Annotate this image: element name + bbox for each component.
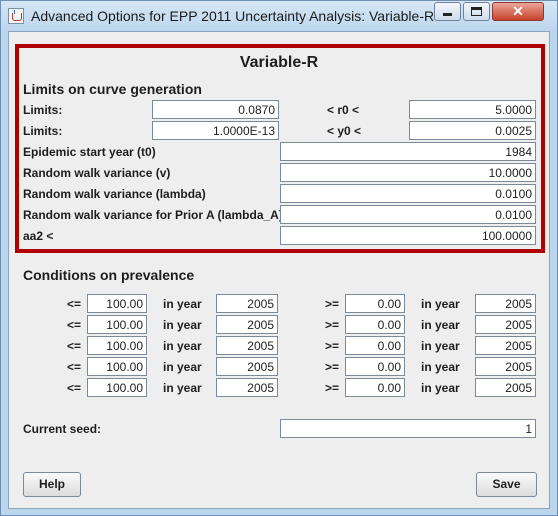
le-value-input[interactable] xyxy=(87,357,147,376)
window-title: Advanced Options for EPP 2011 Uncertaint… xyxy=(31,8,435,24)
le-label: <= xyxy=(67,297,82,311)
ge-year-input[interactable] xyxy=(475,378,536,397)
maximize-icon xyxy=(471,7,482,16)
le-year-input[interactable] xyxy=(216,336,278,355)
le-label: <= xyxy=(67,318,82,332)
le-label: <= xyxy=(67,360,82,374)
ge-value-input[interactable] xyxy=(345,378,405,397)
le-year-label: in year xyxy=(163,318,202,332)
le-year-input[interactable] xyxy=(216,294,278,313)
r0-symbol-label: < r0 < xyxy=(327,103,360,117)
rw-variance-lambda-label: Random walk variance (lambda) xyxy=(23,187,206,201)
limits-r0-label: Limits: xyxy=(23,103,63,117)
close-button[interactable]: ✕ xyxy=(492,2,544,21)
rw-variance-v-input[interactable] xyxy=(280,163,536,182)
maximize-button[interactable] xyxy=(463,2,490,21)
rw-variance-v-label: Random walk variance (v) xyxy=(23,166,171,180)
variable-r-highlight-box xyxy=(15,44,545,253)
help-button[interactable]: Help xyxy=(23,472,81,497)
ge-year-label: in year xyxy=(421,381,460,395)
le-value-input[interactable] xyxy=(87,294,147,313)
le-label: <= xyxy=(67,339,82,353)
ge-year-input[interactable] xyxy=(475,357,536,376)
r0-lower-input[interactable] xyxy=(152,100,279,119)
dialog-content: Variable-R Limits on curve generation Li… xyxy=(8,31,550,509)
y0-lower-input[interactable] xyxy=(152,121,279,140)
title-bar[interactable]: Advanced Options for EPP 2011 Uncertaint… xyxy=(1,1,557,31)
ge-label: >= xyxy=(325,318,340,332)
minimize-button[interactable] xyxy=(434,2,461,21)
java-app-icon xyxy=(8,8,24,24)
le-value-input[interactable] xyxy=(87,336,147,355)
le-year-label: in year xyxy=(163,360,202,374)
le-year-input[interactable] xyxy=(216,315,278,334)
ge-year-label: in year xyxy=(421,360,460,374)
ge-year-label: in year xyxy=(421,297,460,311)
prevalence-heading: Conditions on prevalence xyxy=(23,267,195,283)
le-value-input[interactable] xyxy=(87,378,147,397)
epidemic-start-year-label: Epidemic start year (t0) xyxy=(23,145,156,159)
aa2-label: aa2 < xyxy=(23,229,54,243)
r0-upper-input[interactable] xyxy=(409,100,536,119)
rw-variance-prior-a-label: Random walk variance for Prior A (lambda… xyxy=(23,208,283,222)
current-seed-input[interactable] xyxy=(280,419,536,438)
curve-generation-heading: Limits on curve generation xyxy=(23,81,202,97)
le-label: <= xyxy=(67,381,82,395)
y0-symbol-label: < y0 < xyxy=(327,124,362,138)
le-year-label: in year xyxy=(163,381,202,395)
le-year-label: in year xyxy=(163,297,202,311)
ge-year-label: in year xyxy=(421,318,460,332)
ge-year-input[interactable] xyxy=(475,294,536,313)
aa2-input[interactable] xyxy=(280,226,536,245)
le-year-input[interactable] xyxy=(216,357,278,376)
ge-value-input[interactable] xyxy=(345,315,405,334)
ge-value-input[interactable] xyxy=(345,336,405,355)
ge-label: >= xyxy=(325,297,340,311)
ge-value-input[interactable] xyxy=(345,357,405,376)
save-button[interactable]: Save xyxy=(476,472,537,497)
minimize-icon xyxy=(443,13,452,16)
ge-label: >= xyxy=(325,381,340,395)
current-seed-label: Current seed: xyxy=(23,422,102,436)
y0-upper-input[interactable] xyxy=(409,121,536,140)
ge-year-label: in year xyxy=(421,339,460,353)
limits-y0-label: Limits: xyxy=(23,124,63,138)
rw-variance-prior-a-input[interactable] xyxy=(280,205,536,224)
ge-year-input[interactable] xyxy=(475,336,536,355)
ge-year-input[interactable] xyxy=(475,315,536,334)
ge-label: >= xyxy=(325,360,340,374)
rw-variance-lambda-input[interactable] xyxy=(280,184,536,203)
le-year-label: in year xyxy=(163,339,202,353)
panel-title: Variable-R xyxy=(239,54,319,71)
close-icon: ✕ xyxy=(512,3,524,19)
epidemic-start-year-input[interactable] xyxy=(280,142,536,161)
le-year-input[interactable] xyxy=(216,378,278,397)
ge-label: >= xyxy=(325,339,340,353)
le-value-input[interactable] xyxy=(87,315,147,334)
ge-value-input[interactable] xyxy=(345,294,405,313)
